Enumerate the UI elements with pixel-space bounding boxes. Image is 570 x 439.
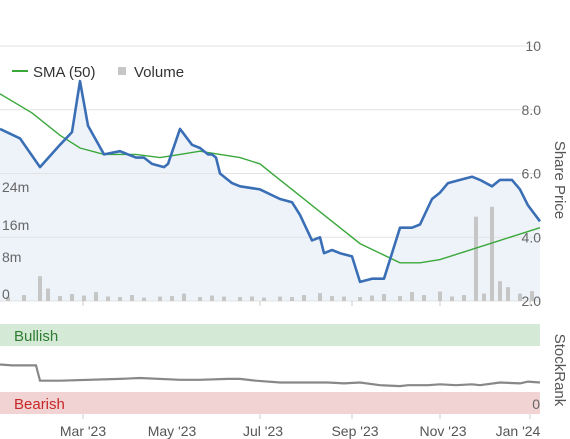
volume-bar: [94, 292, 98, 301]
share-price-tick: 10: [525, 38, 541, 54]
volume-bar: [358, 297, 362, 301]
share-price-tick: 4.0: [522, 229, 542, 245]
price-area-fill: [0, 81, 540, 301]
stockrank-line: [0, 363, 541, 388]
volume-bar: [438, 291, 442, 301]
volume-bar: [506, 287, 510, 301]
volume-bar: [46, 288, 50, 301]
volume-bar: [318, 293, 322, 301]
price-line: [0, 79, 542, 284]
volume-bar: [342, 296, 346, 301]
x-tick-label: May '23: [148, 423, 197, 439]
volume-bar: [490, 206, 494, 301]
volume-tick: 24m: [2, 179, 29, 195]
volume-tick: 0: [2, 286, 10, 302]
volume-bar: [106, 296, 110, 301]
stockrank-ticks: 0: [532, 396, 540, 412]
volume-bar: [518, 293, 522, 301]
volume-bar: [302, 295, 306, 301]
volume-bar: [38, 276, 42, 301]
legend-volume-label: Volume: [134, 64, 184, 81]
volume-bar: [6, 297, 10, 301]
volume-tick: 8m: [2, 249, 21, 265]
volume-bar: [170, 296, 174, 301]
volume-bar: [22, 295, 26, 301]
share-price-axis-label: Share Price: [551, 141, 568, 219]
volume-bar: [198, 297, 202, 301]
volume-bar: [58, 296, 62, 301]
share-price-tick: 6.0: [522, 166, 542, 182]
price-line-group: [0, 79, 542, 284]
bullish-label: Bullish: [14, 328, 58, 345]
volume-bar: [142, 297, 146, 301]
stockrank-axis-label: StockRank: [551, 334, 568, 407]
date-axis-ticks: Mar '23 May '23 Jul '23 Sep '23 Nov '23 Jan '…: [60, 301, 541, 439]
volume-bar: [410, 292, 414, 301]
volume-bar: [238, 297, 242, 301]
volume-bar: [530, 291, 534, 301]
bearish-label: Bearish: [14, 396, 65, 413]
volume-ticks: 24m 16m 8m 0: [2, 179, 29, 302]
volume-bar: [278, 296, 282, 301]
volume-bar: [370, 295, 374, 301]
volume-bar: [330, 296, 334, 301]
volume-bar: [158, 296, 162, 301]
volume-bar: [398, 296, 402, 301]
stockrank-bands: Bullish Bearish: [0, 324, 540, 414]
legend-volume-swatch: [118, 67, 126, 75]
bearish-band: [0, 392, 540, 414]
volume-bar: [482, 293, 486, 301]
bullish-band: [0, 324, 540, 346]
volume-bar: [82, 295, 86, 301]
volume-bar: [250, 296, 254, 301]
x-tick-label: Nov '23: [419, 423, 466, 439]
share-price-ticks: 10 8.0 6.0 4.0 2.0: [522, 38, 542, 309]
volume-bar: [474, 216, 478, 301]
legend: SMA (50) Volume: [12, 64, 184, 81]
legend-sma-label: SMA (50): [33, 64, 96, 81]
volume-bar: [210, 295, 214, 301]
x-tick-label: Mar '23: [60, 423, 106, 439]
volume-bars: [6, 206, 534, 301]
share-price-tick: 8.0: [522, 102, 542, 118]
x-tick-label: Jul '23: [243, 423, 283, 439]
volume-bar: [462, 295, 466, 301]
volume-bar: [118, 297, 122, 301]
volume-tick: 16m: [2, 217, 29, 233]
volume-bar: [382, 294, 386, 301]
share-price-tick: 2.0: [522, 293, 542, 309]
volume-bar: [262, 297, 266, 301]
volume-bar: [70, 294, 74, 301]
volume-bar: [290, 297, 294, 301]
volume-bar: [182, 293, 186, 301]
x-tick-label: Jan '24: [496, 423, 541, 439]
stockrank-tick: 0: [532, 396, 540, 412]
volume-bar: [422, 295, 426, 301]
volume-bar: [450, 296, 454, 301]
stockrank-line-group: [0, 363, 541, 388]
volume-bar: [222, 296, 226, 301]
x-tick-label: Sep '23: [331, 423, 378, 439]
volume-bar: [130, 295, 134, 301]
volume-bar: [498, 281, 502, 301]
